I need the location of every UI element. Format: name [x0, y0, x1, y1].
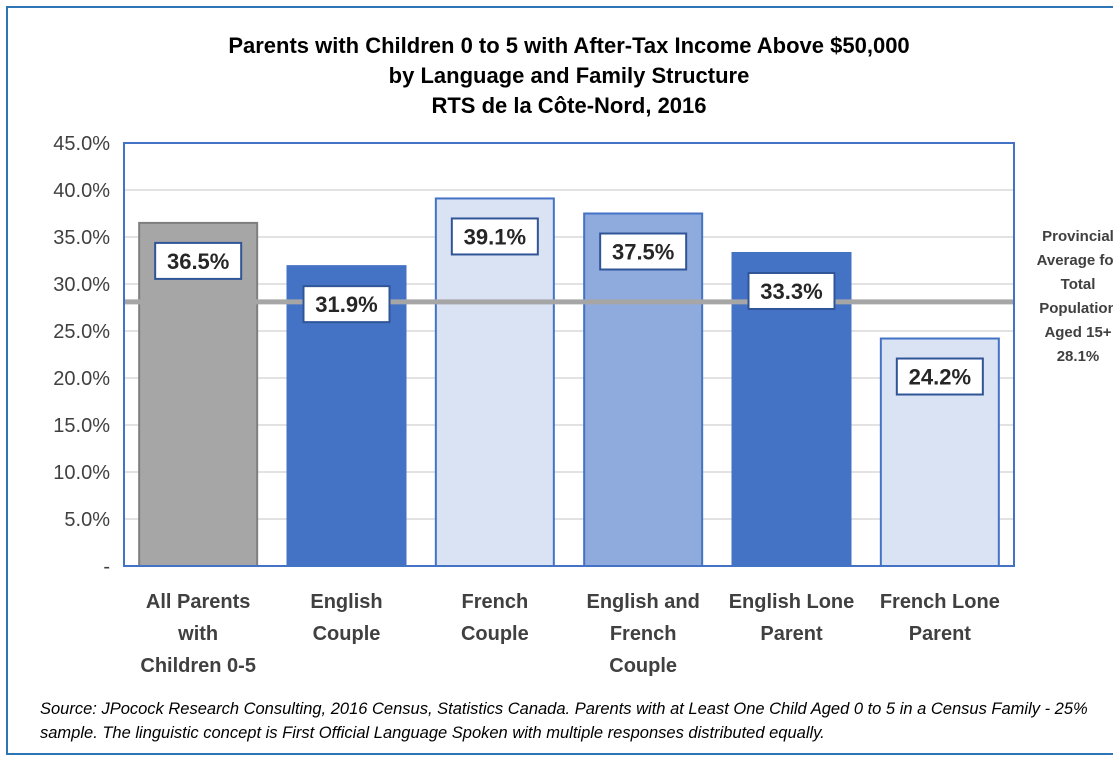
- x-category-label: Parent: [909, 623, 972, 645]
- y-tick-label: 30.0%: [53, 274, 110, 296]
- chart-title: Parents with Children 0 to 5 with After-…: [228, 33, 909, 118]
- reference-annotation-line: Total: [1061, 276, 1096, 293]
- reference-annotation-line: Provincial: [1042, 228, 1113, 245]
- data-label: 24.2%: [909, 365, 971, 390]
- y-tick-label: 10.0%: [53, 462, 110, 484]
- x-category-label: French Lone: [880, 591, 1000, 613]
- y-tick-label: 5.0%: [64, 509, 110, 531]
- x-category-label: Couple: [461, 623, 529, 645]
- chart-title-line: RTS de la Côte-Nord, 2016: [431, 93, 706, 118]
- reference-annotation-line: 28.1%: [1057, 348, 1100, 365]
- data-label: 33.3%: [760, 279, 822, 304]
- x-category-label: English Lone: [729, 591, 855, 613]
- data-labels: 36.5% 31.9% 39.1% 37.5% 33.3% 24.2%: [154, 217, 984, 396]
- data-label-box: [154, 241, 243, 280]
- y-tick-label: 15.0%: [53, 415, 110, 437]
- x-axis-category-labels: All Parents with Children 0-5 English Couple…: [140, 591, 999, 677]
- data-label-box: [895, 357, 984, 396]
- chart-title-line: Parents with Children 0 to 5 with After-…: [228, 33, 909, 58]
- x-category-label: French: [461, 591, 528, 613]
- data-label: 31.9%: [315, 292, 377, 317]
- data-label: 36.5%: [167, 249, 229, 274]
- data-label-box: [747, 271, 836, 310]
- bar: [138, 221, 259, 567]
- data-label: 39.1%: [464, 224, 526, 249]
- bars: [138, 197, 1000, 568]
- bar: [583, 212, 704, 567]
- plot-area-border: [123, 142, 1015, 567]
- x-category-label: Couple: [313, 623, 381, 645]
- reference-annotation-line: Average for: [1037, 252, 1113, 269]
- y-tick-label: -: [103, 556, 110, 578]
- y-tick-label: 45.0%: [53, 133, 110, 155]
- x-category-label: English: [310, 591, 382, 613]
- chart-frame: [6, 6, 1113, 755]
- source-note: Source: JPocock Research Consulting, 201…: [40, 700, 1088, 742]
- y-tick-label: 25.0%: [53, 321, 110, 343]
- data-label: 37.5%: [612, 240, 674, 265]
- reference-annotation-line: Aged 15+: [1044, 324, 1111, 341]
- x-category-label: French: [610, 623, 677, 645]
- x-category-label: English and: [586, 591, 699, 613]
- y-tick-label: 35.0%: [53, 227, 110, 249]
- chart-title-line: by Language and Family Structure: [389, 63, 750, 88]
- y-axis-tick-labels: - 5.0% 10.0% 15.0% 20.0% 25.0% 30.0% 35.0% 40.0%…: [53, 133, 110, 578]
- x-category-label: Parent: [760, 623, 823, 645]
- x-category-label: with: [177, 623, 218, 645]
- data-label-box: [450, 217, 539, 256]
- reference-annotation: Provincial Average for Total Population Aged…: [1037, 228, 1113, 365]
- data-label-box: [302, 285, 391, 324]
- reference-annotation-line: Population: [1039, 300, 1113, 317]
- x-category-label: Children 0-5: [140, 655, 256, 677]
- y-tick-label: 20.0%: [53, 368, 110, 390]
- x-category-label: Couple: [609, 655, 677, 677]
- data-label-box: [599, 232, 688, 271]
- x-category-label: All Parents: [146, 591, 250, 613]
- y-tick-label: 40.0%: [53, 180, 110, 202]
